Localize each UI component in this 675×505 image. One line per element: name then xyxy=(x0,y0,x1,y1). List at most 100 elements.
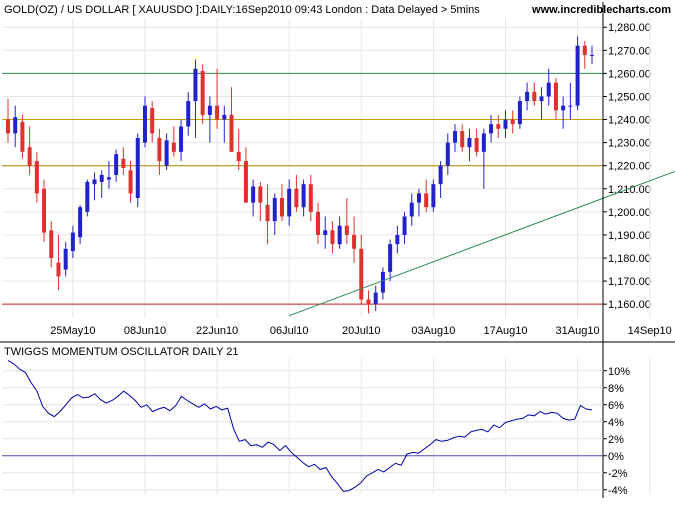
candle-body xyxy=(85,181,90,212)
candle-body xyxy=(56,262,61,277)
price-x-tick-label: 25May10 xyxy=(50,325,95,337)
oscillator-title: TWIGGS MOMENTUM OSCILLATOR DAILY 21 xyxy=(4,346,239,358)
candle-body xyxy=(279,198,284,217)
price-y-tick-label: 1,280.00 xyxy=(608,22,651,34)
candle-body xyxy=(20,121,25,152)
price-y-tick-label: 1,160.00 xyxy=(608,299,651,311)
candle-body xyxy=(215,105,220,120)
price-y-tick-label: 1,230.00 xyxy=(608,138,651,150)
candle-body xyxy=(179,126,184,152)
candle-body xyxy=(460,131,465,148)
candle-body xyxy=(316,211,321,235)
price-x-tick-label: 17Aug10 xyxy=(483,325,527,337)
price-x-tick-label: 06Jul10 xyxy=(270,325,309,337)
candle-body xyxy=(416,193,421,203)
price-y-tick-label: 1,240.00 xyxy=(608,115,651,127)
candle-body xyxy=(438,165,443,185)
candle-body xyxy=(265,204,270,222)
candle-body xyxy=(517,101,522,125)
trendline xyxy=(289,170,675,317)
candle-body xyxy=(157,138,162,162)
candle-body xyxy=(13,117,18,134)
candle-body xyxy=(323,230,328,235)
candle-body xyxy=(142,105,147,143)
candle-body xyxy=(590,54,594,56)
osc-y-tick-label: -2% xyxy=(608,468,628,480)
candle-body xyxy=(164,140,169,166)
osc-y-tick-label: 4% xyxy=(608,417,624,429)
candle-body xyxy=(424,193,429,208)
candle-body xyxy=(395,234,400,245)
candle-body xyxy=(503,119,508,129)
candle-body xyxy=(568,105,573,107)
price-y-tick-label: 1,180.00 xyxy=(608,253,651,265)
osc-y-tick-label: -4% xyxy=(608,485,628,497)
price-y-tick-label: 1,170.00 xyxy=(608,276,651,288)
candle-body xyxy=(243,161,248,203)
candle-body xyxy=(114,154,119,175)
candle-body xyxy=(431,184,436,208)
candle-body xyxy=(510,119,515,125)
candle-body xyxy=(92,179,97,185)
candle-body xyxy=(42,188,47,233)
price-x-tick-label: 22Jun10 xyxy=(196,325,238,337)
candle-body xyxy=(294,188,299,208)
price-y-tick-label: 1,260.00 xyxy=(608,68,651,80)
candle-body xyxy=(186,101,191,127)
price-y-tick-label: 1,220.00 xyxy=(608,161,651,173)
candle-body xyxy=(453,131,458,143)
oscillator-line xyxy=(7,360,593,492)
candle-body xyxy=(409,202,414,217)
candle-body xyxy=(34,161,39,194)
candle-body xyxy=(301,184,306,208)
osc-y-tick-label: 0% xyxy=(608,451,624,463)
candle-body xyxy=(78,207,83,238)
candle-body xyxy=(380,271,385,293)
price-x-tick-label: 31Aug10 xyxy=(556,325,600,337)
osc-y-tick-label: 2% xyxy=(608,434,624,446)
candle-body xyxy=(330,230,335,245)
candle-body xyxy=(308,184,313,212)
candle-body xyxy=(222,114,227,120)
price-x-tick-label: 08Jun10 xyxy=(124,325,166,337)
candle-body xyxy=(546,82,551,97)
candle-body xyxy=(171,142,176,152)
candle-body xyxy=(70,232,75,252)
price-y-tick-label: 1,270.00 xyxy=(608,45,651,57)
candle-body xyxy=(582,45,587,55)
candle-body xyxy=(539,96,544,102)
candle-body xyxy=(496,124,501,129)
osc-y-tick-label: 6% xyxy=(608,400,624,412)
candle-body xyxy=(402,216,407,235)
chart-title: GOLD(OZ) / US DOLLAR [ XAUUSDO ]:DAILY:1… xyxy=(4,4,480,16)
candle-body xyxy=(150,108,155,134)
candle-body xyxy=(388,244,393,272)
candle-body xyxy=(344,225,349,235)
candle-body xyxy=(489,124,494,134)
price-y-tick-label: 1,250.00 xyxy=(608,91,651,103)
price-x-tick-label: 14Sep10 xyxy=(628,325,672,337)
candle-body xyxy=(575,45,580,106)
candle-body xyxy=(99,174,104,182)
osc-y-tick-label: 8% xyxy=(608,383,624,395)
price-y-tick-label: 1,190.00 xyxy=(608,230,651,242)
osc-y-tick-label: 10% xyxy=(608,366,630,378)
candle-body xyxy=(6,119,10,134)
candle-body xyxy=(63,248,68,270)
candle-body xyxy=(467,138,472,148)
source-credit: www.incrediblecharts.com xyxy=(531,4,671,16)
candle-body xyxy=(287,188,292,217)
price-x-tick-label: 20Jul10 xyxy=(342,325,381,337)
candle-body xyxy=(561,105,566,111)
candle-body xyxy=(207,105,212,115)
candle-body xyxy=(200,71,205,115)
candle-body xyxy=(481,133,486,152)
candle-body xyxy=(366,299,371,305)
price-y-tick-label: 1,200.00 xyxy=(608,207,651,219)
candle-body xyxy=(106,177,111,180)
candle-body xyxy=(236,151,241,162)
candle-body xyxy=(128,170,133,194)
candle-body xyxy=(258,186,263,203)
candle-body xyxy=(193,68,198,102)
